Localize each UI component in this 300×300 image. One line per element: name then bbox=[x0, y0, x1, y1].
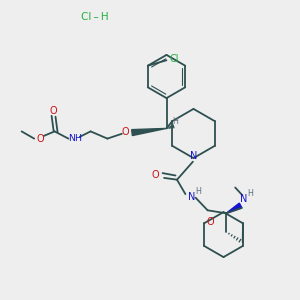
Text: N: N bbox=[188, 191, 195, 202]
Text: O: O bbox=[151, 170, 159, 180]
Polygon shape bbox=[132, 128, 166, 136]
Text: NH: NH bbox=[68, 134, 82, 143]
Text: O: O bbox=[122, 127, 129, 137]
Polygon shape bbox=[226, 203, 242, 213]
Text: O: O bbox=[50, 106, 57, 116]
Text: N: N bbox=[190, 151, 197, 161]
Text: Cl – H: Cl – H bbox=[81, 11, 108, 22]
Text: H: H bbox=[195, 187, 201, 196]
Text: Cl: Cl bbox=[169, 54, 178, 64]
Text: H: H bbox=[247, 189, 253, 198]
Text: H: H bbox=[172, 117, 178, 126]
Text: O: O bbox=[207, 217, 214, 227]
Text: N: N bbox=[240, 194, 247, 204]
Text: O: O bbox=[36, 134, 44, 144]
